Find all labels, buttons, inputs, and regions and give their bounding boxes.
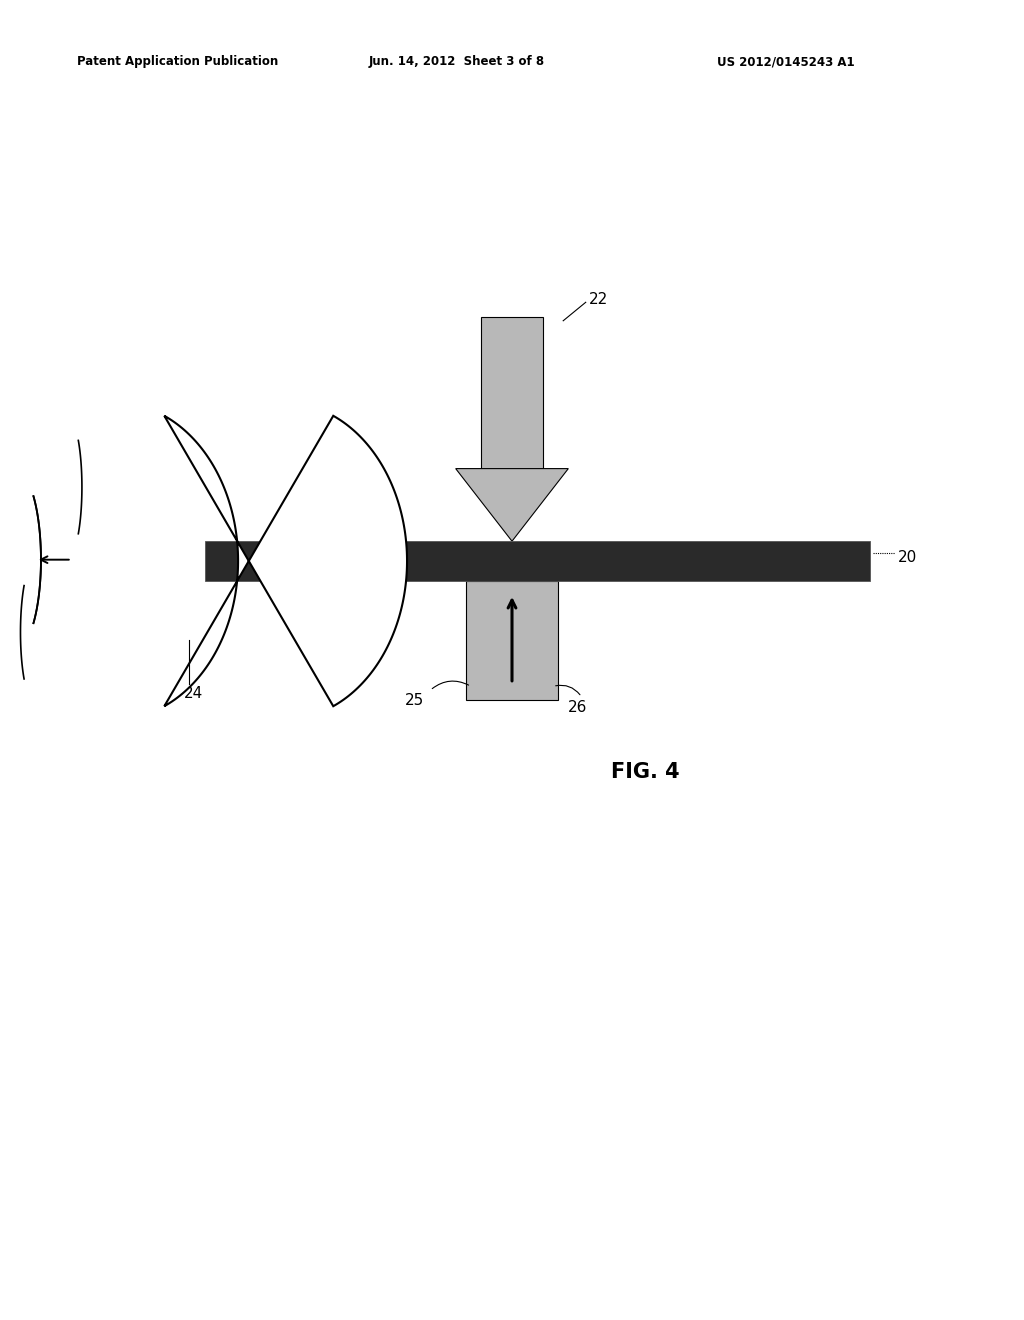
Bar (205, 541, 870, 581)
Text: 25: 25 (404, 693, 424, 708)
Text: US 2012/0145243 A1: US 2012/0145243 A1 (717, 55, 854, 69)
Text: Jun. 14, 2012  Sheet 3 of 8: Jun. 14, 2012 Sheet 3 of 8 (369, 55, 545, 69)
Polygon shape (456, 469, 568, 541)
Bar (481, 317, 543, 469)
Polygon shape (164, 416, 407, 706)
Text: 22: 22 (589, 292, 608, 308)
Text: 20: 20 (898, 549, 918, 565)
Text: Patent Application Publication: Patent Application Publication (77, 55, 279, 69)
Bar (466, 581, 558, 700)
Text: FIG. 4: FIG. 4 (610, 762, 680, 783)
Text: 24: 24 (184, 686, 204, 701)
Text: 26: 26 (568, 700, 588, 714)
